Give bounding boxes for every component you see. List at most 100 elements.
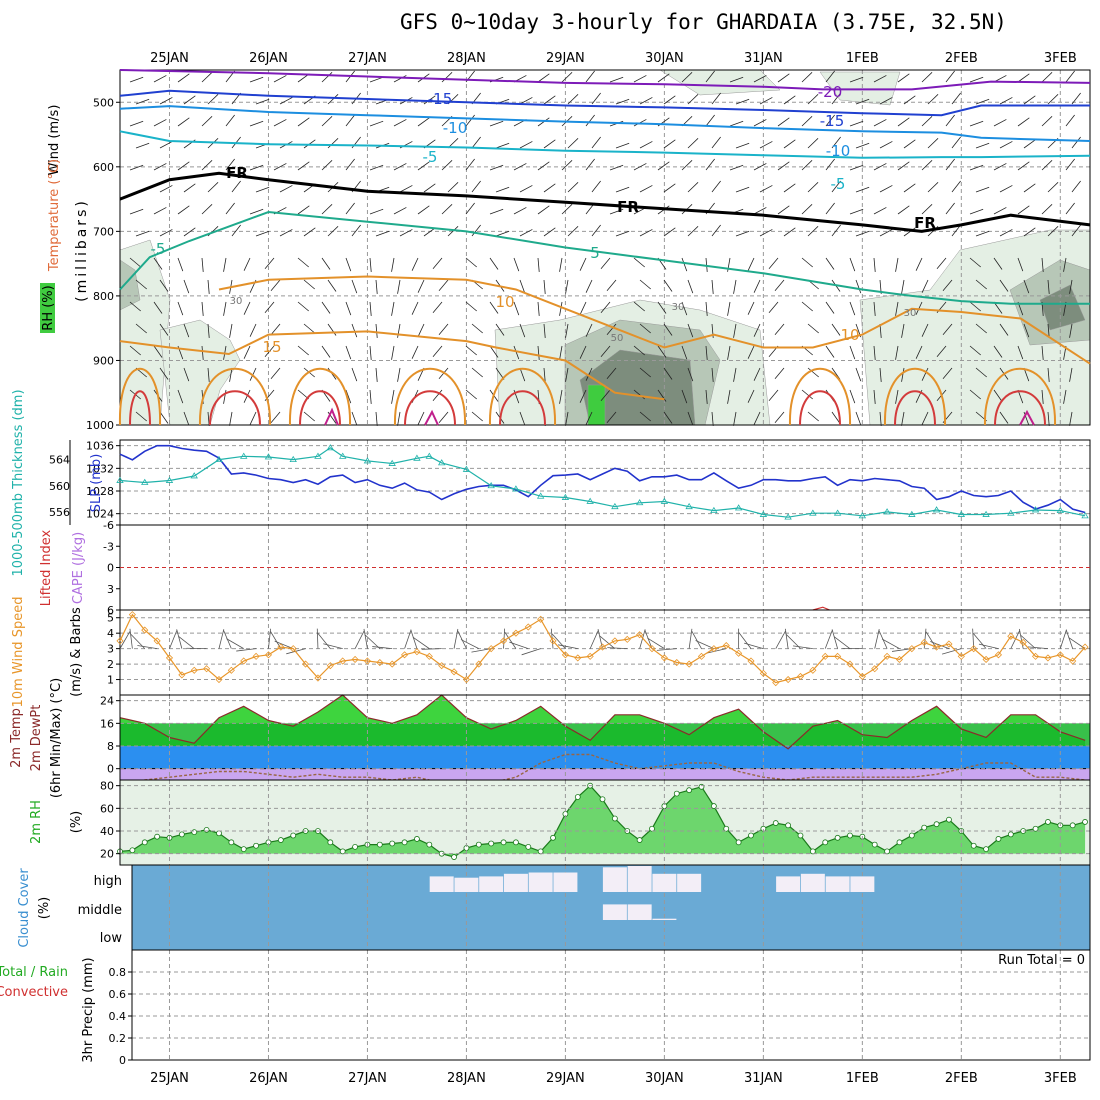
wind-barb (975, 367, 987, 378)
wind-barb (391, 257, 395, 272)
time-label-top: 25JAN (150, 51, 189, 66)
wind-barb (375, 230, 390, 237)
wind-barb (774, 367, 785, 379)
wind-barb (391, 345, 395, 360)
wind-barb (897, 205, 910, 215)
cloud-bar-high (602, 867, 627, 892)
wind-speed-marker (636, 631, 644, 639)
wind-barb (897, 161, 910, 171)
wind-barb (519, 229, 533, 237)
wind-barb (783, 95, 796, 105)
wind-barb (177, 301, 184, 316)
wind-barb (1017, 73, 1030, 83)
wind-barb (273, 119, 287, 127)
run-total-label: Run Total = 0 (998, 953, 1085, 968)
wind-barb (561, 159, 573, 171)
wind-barb (375, 367, 378, 382)
contour-label: -5 (151, 240, 166, 258)
wind-barb (229, 323, 233, 338)
wind-speed-marker (957, 652, 965, 660)
wind-barb (759, 141, 773, 149)
wind-barb (633, 345, 645, 356)
thickness-axis-label: 1000-500mb Thickness (dm) (11, 389, 26, 576)
wind-barb (201, 301, 204, 316)
wind-barb (399, 185, 413, 193)
isotherm-hot-loop (424, 409, 439, 426)
wind-barb (519, 141, 533, 149)
wind-barb (753, 119, 767, 127)
wind-barb (243, 257, 251, 271)
wind-barb (369, 389, 372, 404)
wind-barb (727, 301, 731, 316)
wind-speed-marker (487, 645, 495, 653)
wind-barb-10m (691, 630, 702, 649)
wind-barb (615, 230, 630, 237)
cloud-bar-high (800, 873, 825, 892)
isotherm-warm-loop (299, 390, 341, 426)
wind-barb-10m (891, 648, 912, 652)
wind-barb (345, 389, 352, 404)
wind-barb-10m (410, 629, 418, 649)
rh-marker (797, 832, 804, 839)
temp-dewpoint-panel: 0 8 16 24 (100, 694, 1091, 787)
wind-barb (1047, 225, 1059, 237)
wind-barb (825, 158, 835, 171)
cloud-bar-high (850, 876, 875, 892)
wind-barb-10m (607, 647, 628, 650)
wind-barb (1023, 323, 1030, 338)
thickness-marker (586, 497, 594, 504)
wind-barb-10m (930, 641, 950, 650)
wind-barb (417, 205, 430, 215)
rh-marker (896, 839, 903, 846)
wind-barb (969, 257, 981, 268)
contour-label: -5 (423, 148, 438, 166)
wind-speed-marker (462, 675, 470, 684)
wind-barb (351, 279, 358, 294)
lifted-index-axis-label: Lifted Index (39, 529, 54, 606)
temperature-axis-label: Temperature (°C) (47, 159, 62, 272)
wind-barb (423, 183, 436, 193)
thickness-marker (908, 510, 916, 517)
wind-barb (1047, 323, 1050, 338)
thickness-marker (858, 512, 867, 519)
wind-barb (321, 159, 333, 171)
wind-barb-10m (1020, 634, 1036, 649)
wind-barb (969, 164, 984, 171)
wind-barb (270, 411, 281, 423)
wind-barb (591, 92, 601, 105)
lifted-index-line (812, 606, 830, 611)
wind-barb (159, 97, 173, 105)
wind-barb (921, 279, 929, 293)
wind-barb (369, 164, 384, 171)
wind-barb (927, 93, 939, 105)
rh2m-axis-label: 2m RH (29, 800, 44, 844)
wind-barb (747, 389, 755, 403)
wind-speed-marker (1007, 632, 1015, 640)
wind-speed-marker (1081, 643, 1089, 651)
wind-barb-10m (236, 648, 257, 652)
wind-speed-marker (933, 643, 941, 651)
wind-tick-label: 3 (107, 643, 114, 656)
wind-barb (753, 207, 767, 215)
wind-barb (465, 301, 477, 312)
wind-barb (921, 115, 933, 127)
wind-barb-10m (364, 634, 381, 649)
rh-marker (327, 839, 334, 846)
isotherm--20 (119, 69, 1091, 91)
li-tick-label: 3 (107, 583, 114, 596)
wind-barb (513, 163, 527, 171)
wind-barb (993, 389, 1003, 402)
wind-barb (153, 163, 167, 171)
wind-barb (432, 389, 443, 401)
rh-marker (822, 839, 829, 846)
wind-barb (375, 279, 378, 294)
wind-barb (417, 279, 425, 293)
rh-axis-label: RH (%) (41, 285, 56, 330)
wind-barb (201, 159, 213, 171)
wind-barb (543, 367, 546, 382)
wind-barb (153, 301, 163, 314)
rh-marker (228, 839, 235, 846)
wind-barb (801, 389, 813, 400)
wind-barb (270, 367, 281, 379)
wind-barb (327, 279, 337, 292)
